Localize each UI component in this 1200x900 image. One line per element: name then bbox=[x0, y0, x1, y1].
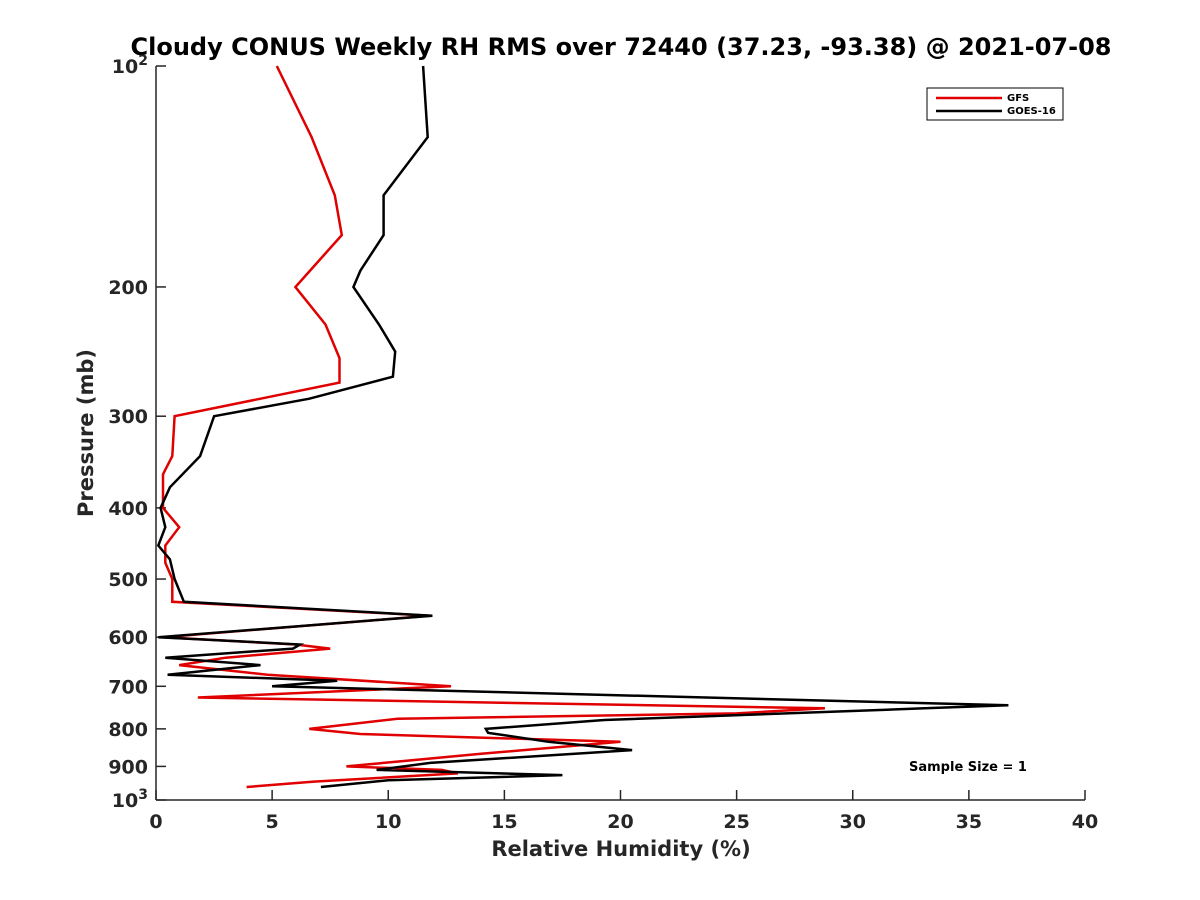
legend-label-goes16: GOES-16 bbox=[1007, 106, 1056, 117]
x-tick-label: 35 bbox=[956, 811, 982, 833]
x-tick-label: 40 bbox=[1072, 811, 1098, 833]
y-tick-label: 200 bbox=[108, 277, 148, 299]
x-tick-label: 10 bbox=[375, 811, 401, 833]
x-tick-label: 20 bbox=[607, 811, 633, 833]
x-tick-label: 0 bbox=[149, 811, 162, 833]
y-tick-label: 800 bbox=[108, 719, 148, 741]
sample-size-annotation: Sample Size = 1 bbox=[909, 760, 1027, 775]
y-tick-label: 103 bbox=[112, 787, 148, 812]
series-line-goes16 bbox=[156, 65, 1009, 789]
legend-label-gfs: GFS bbox=[1007, 93, 1029, 104]
y-tick-label: 600 bbox=[108, 627, 148, 649]
y-tick-label: 400 bbox=[108, 498, 148, 520]
legend: GFS GOES-16 bbox=[926, 87, 1064, 121]
chart-title: Cloudy CONUS Weekly RH RMS over 72440 (3… bbox=[131, 33, 1112, 61]
y-tick-label: 102 bbox=[112, 53, 148, 78]
x-tick-label: 15 bbox=[491, 811, 517, 833]
plot-area: 0 5 10 15 20 25 30 35 40 102 200 300 400 500 600 700 800… bbox=[108, 53, 1098, 833]
y-tick-label: 300 bbox=[108, 406, 148, 428]
y-tick-label: 700 bbox=[108, 676, 148, 698]
x-axis-label: Relative Humidity (%) bbox=[491, 837, 750, 861]
legend-box bbox=[926, 87, 1064, 121]
x-tick-label: 30 bbox=[840, 811, 866, 833]
x-tick-label: 5 bbox=[266, 811, 279, 833]
y-axis-label: Pressure (mb) bbox=[74, 349, 98, 517]
y-tick-label: 500 bbox=[108, 569, 148, 591]
x-tick-label: 25 bbox=[723, 811, 749, 833]
y-tick-label: 900 bbox=[108, 756, 148, 778]
